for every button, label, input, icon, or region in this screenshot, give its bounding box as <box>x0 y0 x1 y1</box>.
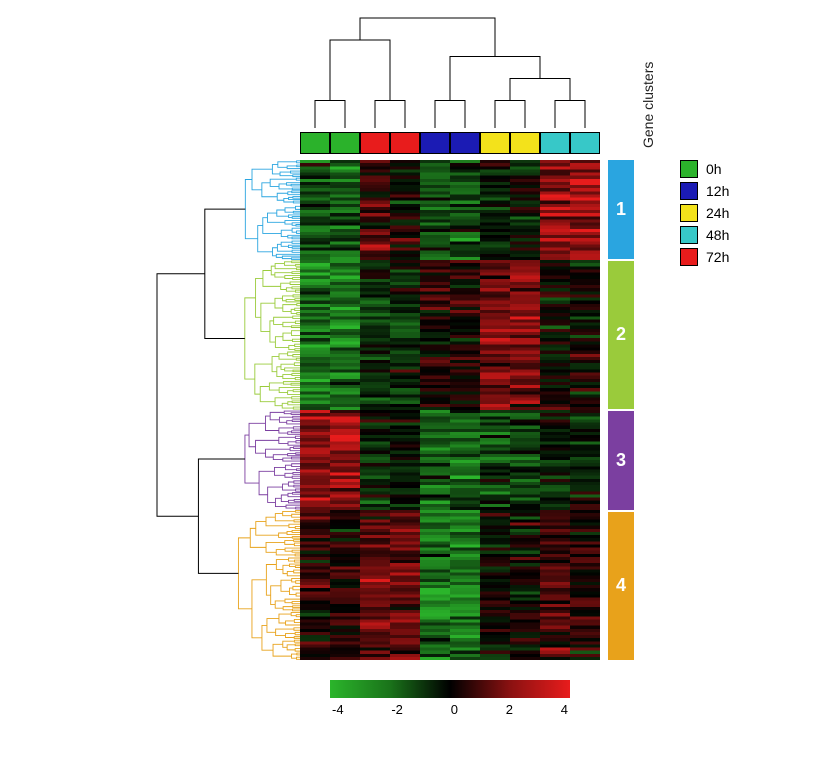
gene-cluster-block: 2 <box>608 261 634 411</box>
gene-cluster-block: 3 <box>608 411 634 512</box>
gene-cluster-block: 4 <box>608 512 634 660</box>
legend-swatch <box>680 182 698 200</box>
column-swatch <box>420 132 450 154</box>
legend-label: 0h <box>706 161 722 177</box>
legend-item: 48h <box>680 226 729 244</box>
column-swatch <box>570 132 600 154</box>
legend-swatch <box>680 160 698 178</box>
column-swatch <box>540 132 570 154</box>
legend-swatch <box>680 226 698 244</box>
colorbar-tick: -2 <box>391 702 403 717</box>
colorbar-gradient <box>330 680 570 698</box>
colorbar-tick: 0 <box>451 702 458 717</box>
legend-item: 72h <box>680 248 729 266</box>
legend-label: 72h <box>706 249 729 265</box>
expression-heatmap <box>300 160 600 660</box>
column-swatch <box>330 132 360 154</box>
column-swatch <box>390 132 420 154</box>
column-swatch <box>510 132 540 154</box>
timepoint-legend: 0h 12h 24h 48h 72h <box>680 160 729 270</box>
legend-label: 24h <box>706 205 729 221</box>
colorbar-tick: 2 <box>506 702 513 717</box>
legend-swatch <box>680 204 698 222</box>
column-dendrogram <box>300 18 600 128</box>
legend-label: 12h <box>706 183 729 199</box>
legend-item: 12h <box>680 182 729 200</box>
column-swatch <box>480 132 510 154</box>
legend-swatch <box>680 248 698 266</box>
colorbar-tick: -4 <box>332 702 344 717</box>
gene-cluster-strip: 1234 <box>608 160 634 660</box>
colorbar: -4 -2 0 2 4 <box>330 680 570 717</box>
legend-label: 48h <box>706 227 729 243</box>
gene-clusters-label: Gene clusters <box>640 55 656 155</box>
colorbar-tick: 4 <box>561 702 568 717</box>
row-dendrogram <box>40 160 300 660</box>
legend-item: 24h <box>680 204 729 222</box>
legend-item: 0h <box>680 160 729 178</box>
column-swatch-bar <box>300 132 600 154</box>
column-swatch <box>450 132 480 154</box>
gene-cluster-block: 1 <box>608 160 634 261</box>
colorbar-ticks: -4 -2 0 2 4 <box>330 702 570 717</box>
column-swatch <box>300 132 330 154</box>
column-swatch <box>360 132 390 154</box>
